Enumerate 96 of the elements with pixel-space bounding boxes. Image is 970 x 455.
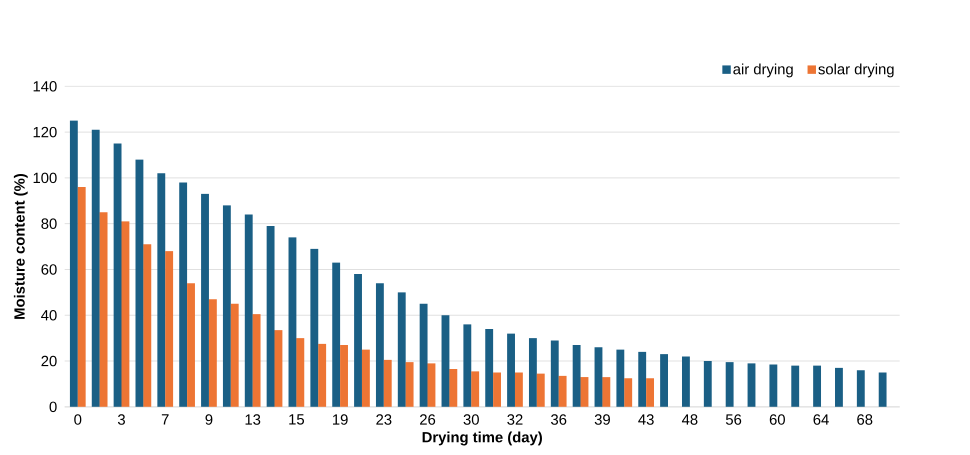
y-tick-label: 0 xyxy=(50,402,57,412)
bar xyxy=(442,315,450,408)
bar xyxy=(143,244,152,408)
bar xyxy=(660,354,668,408)
bar xyxy=(92,130,100,408)
bar xyxy=(310,249,318,408)
bar xyxy=(165,251,174,408)
x-axis-title: Drying time (day) xyxy=(422,432,542,446)
bar xyxy=(471,372,480,408)
bar xyxy=(485,329,494,408)
bar xyxy=(332,262,340,408)
x-tick-label: 36 xyxy=(551,414,566,425)
legend-label: solar drying xyxy=(818,64,894,78)
bar xyxy=(78,187,86,408)
bar xyxy=(244,214,253,408)
bar xyxy=(428,364,436,408)
bar xyxy=(398,292,406,408)
bar xyxy=(748,364,756,408)
bar xyxy=(682,356,690,408)
bar xyxy=(252,314,261,408)
y-tick-label: 80 xyxy=(41,218,57,230)
bar xyxy=(288,238,296,408)
bar xyxy=(791,366,800,408)
x-tick-label: 56 xyxy=(726,414,742,425)
bar xyxy=(769,364,778,408)
bar xyxy=(507,334,515,408)
x-tick-label: 26 xyxy=(420,414,436,425)
bar xyxy=(602,377,610,408)
bar xyxy=(558,376,567,408)
bar xyxy=(114,144,122,408)
bar xyxy=(463,324,472,408)
y-tick-label: 60 xyxy=(42,264,57,275)
bar xyxy=(187,283,195,408)
x-tick-label: 13 xyxy=(246,414,260,425)
x-tick-label: 19 xyxy=(332,414,348,425)
bar xyxy=(122,222,130,408)
y-tick-label: 120 xyxy=(34,127,57,138)
bar xyxy=(594,347,602,408)
bar xyxy=(493,372,501,408)
bar xyxy=(376,283,384,408)
x-tick-label: 48 xyxy=(682,414,698,425)
x-tick-label: 60 xyxy=(770,414,785,425)
bar xyxy=(406,362,414,408)
x-tick-label: 30 xyxy=(464,414,479,425)
bar xyxy=(514,372,523,408)
bar xyxy=(201,194,209,408)
bar xyxy=(638,352,646,408)
x-tick-label: 39 xyxy=(594,414,610,425)
bar xyxy=(704,361,712,408)
bar xyxy=(354,274,362,408)
x-tick-label: 9 xyxy=(206,414,212,425)
bar xyxy=(157,173,166,408)
bar xyxy=(136,160,144,408)
x-tick-label: 0 xyxy=(74,414,82,425)
bar xyxy=(878,372,887,408)
bar xyxy=(835,368,843,408)
x-tick-label: 3 xyxy=(118,414,125,425)
bar xyxy=(572,345,581,408)
bar xyxy=(296,338,304,408)
x-tick-label: 43 xyxy=(638,414,654,425)
x-tick-label: 15 xyxy=(289,414,304,425)
bar xyxy=(266,226,275,408)
bar xyxy=(624,378,632,408)
x-tick-label: 32 xyxy=(507,414,522,425)
bar xyxy=(222,206,231,408)
bar xyxy=(230,304,239,408)
bar xyxy=(274,330,282,408)
bar xyxy=(856,370,865,408)
bar xyxy=(208,299,217,408)
bar xyxy=(362,350,370,408)
bar xyxy=(550,340,559,408)
y-tick-label: 20 xyxy=(41,356,57,366)
bar xyxy=(70,120,78,408)
bar xyxy=(616,350,624,408)
bar xyxy=(179,182,188,408)
legend-label: air drying xyxy=(733,64,793,78)
y-tick-label: 100 xyxy=(34,172,57,184)
bar xyxy=(449,369,458,408)
bar xyxy=(536,374,545,408)
bar xyxy=(318,344,326,408)
y-tick-label: 140 xyxy=(34,81,57,92)
y-axis-title: Moisture content (%) xyxy=(14,174,28,320)
bar xyxy=(813,366,822,408)
bar xyxy=(384,360,392,408)
bar xyxy=(646,378,654,408)
bar xyxy=(528,338,537,408)
bar xyxy=(420,304,428,408)
x-tick-label: 7 xyxy=(162,414,169,425)
bar xyxy=(726,362,734,408)
bar xyxy=(100,212,108,408)
bar xyxy=(340,345,348,408)
x-tick-label: 68 xyxy=(857,414,872,425)
x-tick-label: 23 xyxy=(376,414,392,425)
y-tick-label: 40 xyxy=(41,310,57,321)
bar xyxy=(580,377,588,408)
x-tick-label: 64 xyxy=(814,414,829,425)
